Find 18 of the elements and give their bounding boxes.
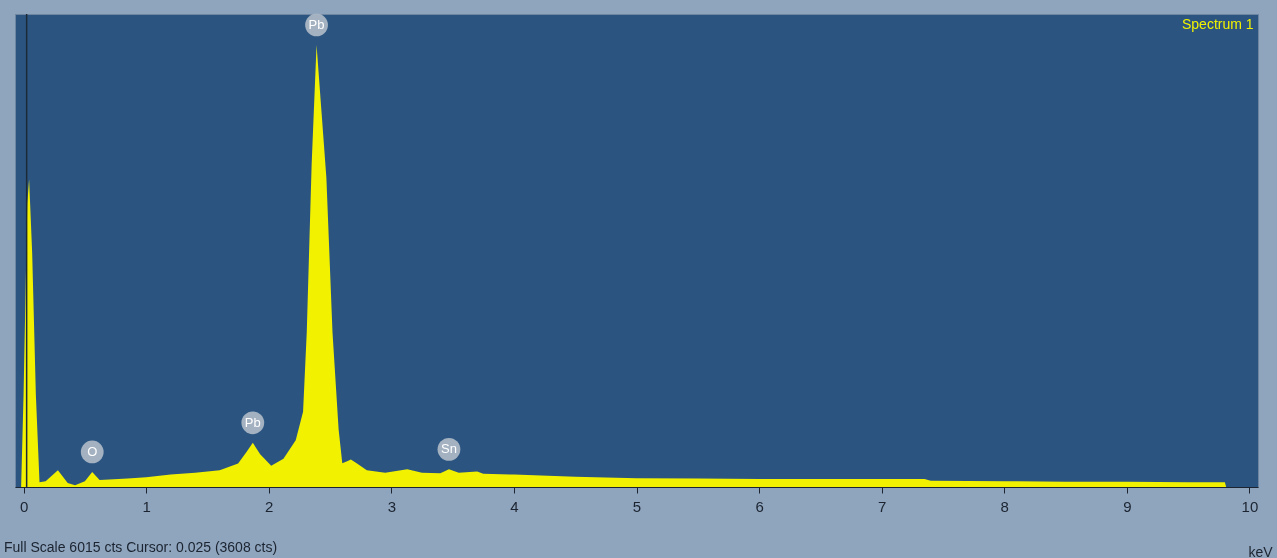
x-tick-label: 1 [142,497,151,515]
annotation: O [87,443,98,459]
x-tick-label: 9 [1123,497,1132,515]
x-tick-label: 3 [387,497,396,515]
text: Full Scale 6015 cts Cursor: 0.025 (3608 cts) [4,539,278,555]
x-axis-title: keV [1248,543,1274,558]
text: Spectrum 1 [1182,16,1254,32]
annotation: Pb [244,414,261,430]
annotation: Pb [308,16,325,32]
x-tick-label: 6 [755,497,764,515]
x-tick-label: 5 [632,497,642,515]
x-tick-label: 7 [878,497,887,515]
x-tick-label: 10 [1241,497,1259,515]
x-tick-label: 4 [510,497,519,515]
x-tick-label: 8 [1000,497,1009,515]
x-tick-label: 0 [19,497,29,515]
annotation: Sn [440,441,457,457]
x-tick-label: 2 [265,497,274,515]
